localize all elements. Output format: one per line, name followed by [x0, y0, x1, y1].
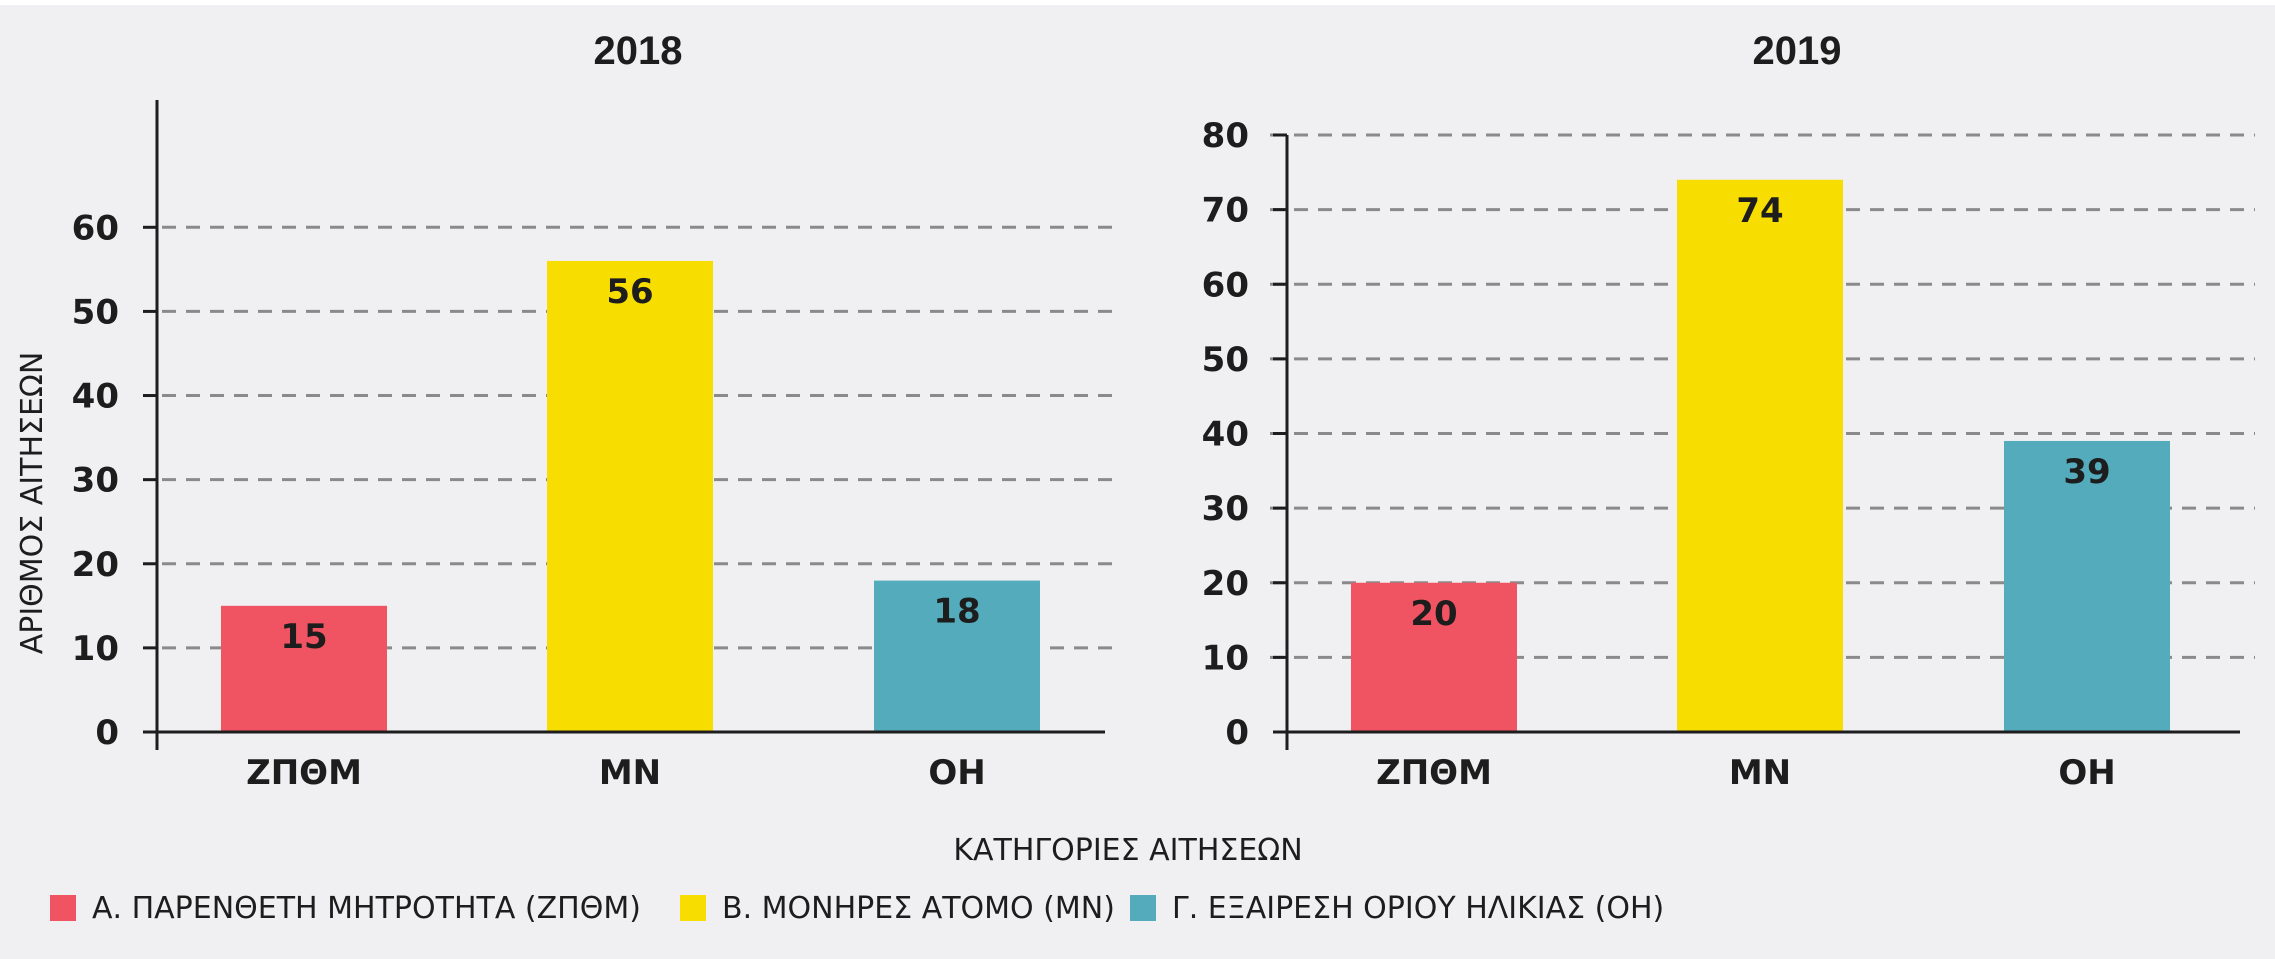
y-axis-title: ΑΡΙΘΜΟΣ ΑΙΤΗΣΕΩΝ	[15, 352, 50, 655]
y-tick-label: 50	[72, 292, 119, 332]
x-category-label: ΖΠΘΜ	[1376, 753, 1492, 793]
y-tick-label: 10	[1202, 638, 1249, 678]
chart-panel-2018: 2018 0 10 20 30 40 50 60 15 ΖΠΘΜ 56 ΜΝ 18 ΟΗ ΑΡΙΘΜΟΣ Α…	[15, 29, 1118, 793]
chart-panel-2019: 2019 0 10 20 30 40 50 60 70 80 20 ΖΠΘΜ 74 ΜΝ 39 ΟΗ	[1202, 29, 2255, 793]
chart-figure: ΚΑΤΗΓΟΡΙΕΣ ΑΙΤΗΣΕΩΝ Α. ΠΑΡΕΝΘΕΤΗ ΜΗΤΡΟΤΗ…	[0, 5, 2275, 959]
y-tick-label: 0	[95, 713, 119, 753]
y-tick-label: 30	[1202, 489, 1249, 529]
chart-canvas: ΚΑΤΗΓΟΡΙΕΣ ΑΙΤΗΣΕΩΝ Α. ΠΑΡΕΝΘΕΤΗ ΜΗΤΡΟΤΗ…	[15, 29, 2255, 926]
bar-ΜΝ	[547, 260, 713, 732]
x-category-label: ΜΝ	[599, 753, 661, 793]
bar-value-label: 18	[933, 592, 980, 632]
legend-swatch	[50, 895, 76, 921]
chart-title: 2018	[594, 29, 683, 73]
y-tick-label: 60	[72, 208, 119, 248]
y-tick-label: 80	[1202, 116, 1249, 156]
legend-swatch	[680, 895, 706, 921]
y-tick-label: 50	[1202, 340, 1249, 380]
legend-label: Β. ΜΟΝΗΡΕΣ ΑΤΟΜΟ (ΜΝ)	[722, 891, 1115, 926]
bar-ΖΠΘΜ	[1351, 582, 1517, 732]
bar-ΜΝ	[1677, 179, 1843, 732]
bar-value-label: 56	[606, 272, 653, 312]
y-tick-label: 40	[72, 377, 119, 417]
legend-label: Α. ΠΑΡΕΝΘΕΤΗ ΜΗΤΡΟΤΗΤΑ (ΖΠΘΜ)	[92, 891, 641, 926]
y-tick-label: 20	[72, 545, 119, 585]
legend-label: Γ. ΕΞΑΙΡΕΣΗ ΟΡΙΟΥ ΗΛΙΚΙΑΣ (ΟΗ)	[1172, 891, 1664, 926]
y-tick-label: 60	[1202, 265, 1249, 305]
y-tick-label: 30	[72, 461, 119, 501]
legend-swatch	[1130, 895, 1156, 921]
y-tick-label: 20	[1202, 564, 1249, 604]
y-tick-label: 10	[72, 629, 119, 669]
bar-value-label: 74	[1736, 191, 1783, 231]
x-category-label: ΜΝ	[1729, 753, 1791, 793]
bar-ΟΗ	[874, 580, 1040, 732]
y-tick-label: 70	[1202, 191, 1249, 231]
bar-ΖΠΘΜ	[221, 605, 387, 732]
x-category-label: ΟΗ	[2058, 753, 2115, 793]
bar-value-label: 15	[280, 617, 327, 657]
legend: Α. ΠΑΡΕΝΘΕΤΗ ΜΗΤΡΟΤΗΤΑ (ΖΠΘΜ) Β. ΜΟΝΗΡΕΣ …	[50, 891, 1664, 926]
y-tick-label: 40	[1202, 415, 1249, 455]
x-category-label: ΖΠΘΜ	[246, 753, 362, 793]
x-axis-title: ΚΑΤΗΓΟΡΙΕΣ ΑΙΤΗΣΕΩΝ	[953, 833, 1302, 868]
bar-value-label: 39	[2063, 452, 2110, 492]
bar-ΟΗ	[2004, 440, 2170, 732]
chart-title: 2019	[1753, 29, 1842, 73]
x-category-label: ΟΗ	[928, 753, 985, 793]
bar-value-label: 20	[1410, 594, 1457, 634]
y-tick-label: 0	[1225, 713, 1249, 753]
